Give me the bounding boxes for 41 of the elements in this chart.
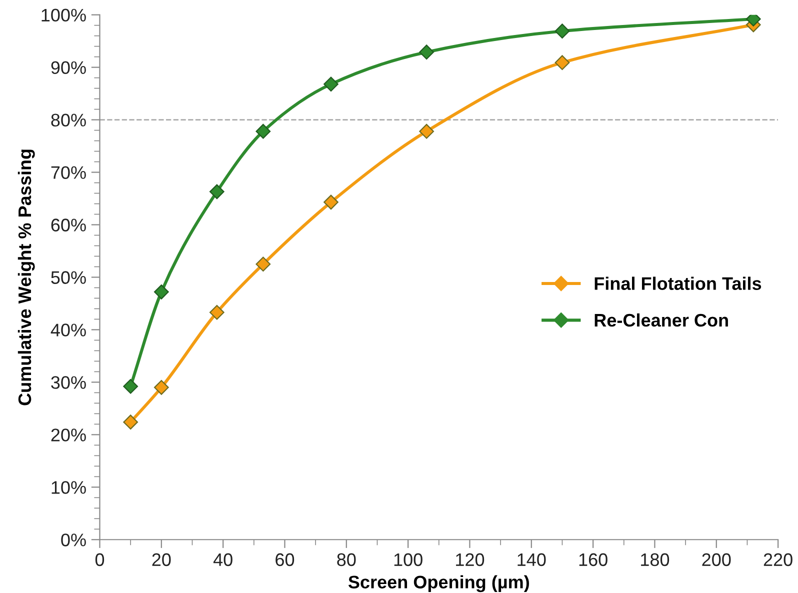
x-axis-title: Screen Opening (µm) [348, 575, 529, 592]
x-tick-label: 180 [641, 553, 670, 566]
y-tick-label: 40% [50, 324, 86, 336]
y-tick-label: 20% [51, 428, 86, 442]
point [209, 304, 224, 320]
y-tick-label: 60% [51, 218, 86, 232]
point [123, 414, 138, 430]
y-tick-label: 30% [51, 376, 86, 389]
x-tick-label: 60 [276, 553, 294, 566]
point [209, 184, 224, 200]
y-tick-label: 50% [51, 271, 86, 284]
x-tick-label: 80 [337, 553, 356, 566]
y-tick-label: 70% [51, 166, 86, 179]
y-tick-label: 0% [61, 534, 86, 546]
x-tick-label: 0 [95, 553, 104, 566]
point [324, 194, 338, 210]
point [123, 378, 138, 394]
point [256, 256, 271, 272]
point [324, 76, 338, 92]
legend-label: Final Flotation Tails [594, 276, 762, 290]
x-tick-label: 220 [764, 553, 792, 566]
point [154, 284, 169, 300]
point [419, 44, 434, 60]
point [554, 55, 570, 70]
point [256, 124, 271, 139]
point [154, 380, 169, 395]
y-tick-label: 100% [42, 8, 86, 22]
legend-label: Re-Cleaner Con [594, 313, 728, 327]
y-axis-title: Cumulative Weight % Passing [18, 150, 35, 406]
point [554, 24, 570, 39]
x-tick-label: 20 [152, 553, 171, 566]
y-tick-label: 80% [51, 114, 86, 127]
point [419, 124, 434, 139]
x-tick-label: 40 [213, 553, 232, 566]
x-tick-label: 120 [456, 553, 484, 566]
x-tick-label: 100 [394, 553, 422, 566]
x-tick-label: 200 [702, 553, 731, 566]
y-tick-label: 10% [52, 481, 86, 494]
y-tick-label: 90% [51, 61, 86, 74]
x-tick-label: 160 [579, 553, 608, 566]
x-tick-label: 140 [518, 553, 546, 566]
